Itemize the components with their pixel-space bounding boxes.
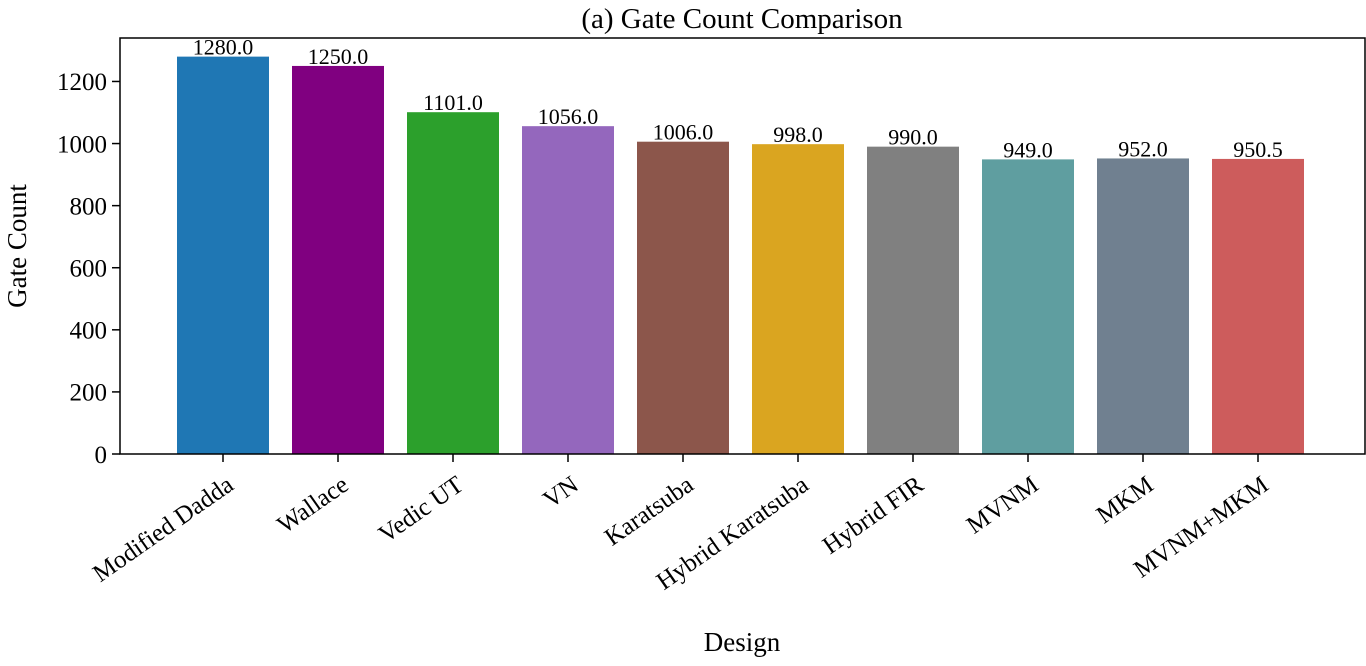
x-tick-label-6: Hybrid FIR bbox=[818, 471, 929, 560]
value-label-7: 949.0 bbox=[1003, 137, 1053, 162]
bar-7 bbox=[982, 159, 1074, 454]
value-label-4: 1006.0 bbox=[653, 120, 714, 145]
value-label-8: 952.0 bbox=[1118, 136, 1168, 161]
y-tick-label-2: 400 bbox=[70, 318, 108, 345]
x-tick-label-3: VN bbox=[538, 471, 583, 514]
value-label-0: 1280.0 bbox=[193, 35, 254, 60]
x-tick-label-1: Wallace bbox=[273, 471, 354, 539]
x-tick-label-0: Modified Dadda bbox=[88, 471, 238, 587]
bars-layer bbox=[177, 56, 1304, 455]
value-label-9: 950.5 bbox=[1233, 137, 1283, 162]
y-axis-label: Gate Count bbox=[2, 184, 32, 308]
value-label-2: 1101.0 bbox=[423, 90, 483, 115]
value-label-6: 990.0 bbox=[888, 125, 938, 150]
bar-6 bbox=[867, 146, 959, 454]
value-label-1: 1250.0 bbox=[308, 44, 369, 69]
value-label-3: 1056.0 bbox=[538, 104, 599, 129]
x-tick-label-7: MVNM bbox=[962, 471, 1043, 539]
bar-0 bbox=[177, 56, 269, 455]
chart-title: (a) Gate Count Comparison bbox=[581, 3, 903, 35]
y-tick-label-3: 600 bbox=[70, 255, 108, 282]
plot-frame bbox=[119, 37, 1366, 455]
y-tick-label-4: 800 bbox=[70, 193, 108, 220]
y-tick-label-6: 1200 bbox=[57, 69, 107, 96]
y-tick-label-0: 0 bbox=[95, 442, 108, 469]
x-tick-label-4: Karatsuba bbox=[600, 471, 699, 551]
y-axis: 0 200 400 600 800 1000 1200 bbox=[57, 69, 120, 469]
bar-4 bbox=[637, 141, 729, 454]
bar-2 bbox=[407, 112, 499, 454]
x-tick-label-2: Vedic UT bbox=[374, 471, 469, 548]
y-tick-label-1: 200 bbox=[70, 380, 108, 407]
y-tick-label-5: 1000 bbox=[57, 131, 107, 158]
x-axis-label: Design bbox=[704, 627, 781, 657]
x-axis: Modified Dadda Wallace Vedic UT VN Karatsuba… bbox=[88, 454, 1273, 596]
bar-9 bbox=[1212, 158, 1304, 454]
bar-1 bbox=[292, 65, 384, 454]
value-label-5: 998.0 bbox=[773, 122, 823, 147]
bar-8 bbox=[1097, 158, 1189, 454]
value-labels-layer: 1280.0 1250.0 1101.0 1056.0 1006.0 998.0 990.0… bbox=[193, 35, 1283, 163]
x-tick-label-8: MKM bbox=[1092, 471, 1159, 529]
bar-5 bbox=[752, 144, 844, 454]
bar-3 bbox=[522, 126, 614, 454]
